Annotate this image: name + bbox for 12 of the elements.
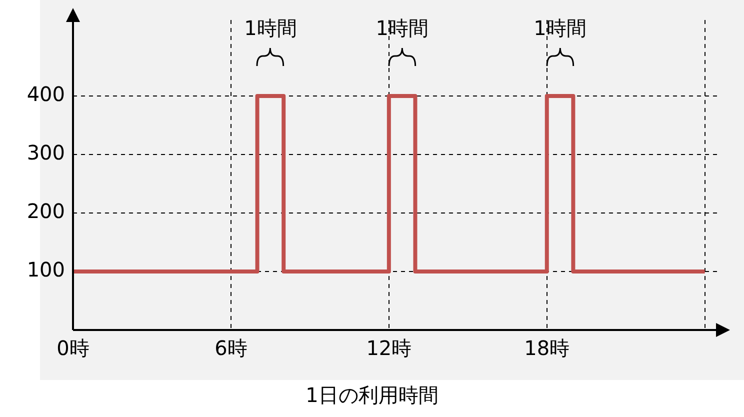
y-tick-label: 400 xyxy=(26,82,65,106)
x-tick-label: 18時 xyxy=(524,336,570,360)
annotation: 1時間 xyxy=(376,16,428,40)
y-tick-label: 300 xyxy=(26,140,65,165)
y-tick-label: 200 xyxy=(26,199,65,224)
x-axis-title: 1日の利用時間 xyxy=(304,382,440,409)
x-tick-label: 12時 xyxy=(366,336,412,360)
annotation: 1時間 xyxy=(244,16,297,40)
annotation: 1時間 xyxy=(534,16,586,40)
x-tick-label: 6時 xyxy=(214,336,248,360)
y-tick-label: 100 xyxy=(26,258,65,282)
x-tick-label: 0時 xyxy=(56,336,90,360)
